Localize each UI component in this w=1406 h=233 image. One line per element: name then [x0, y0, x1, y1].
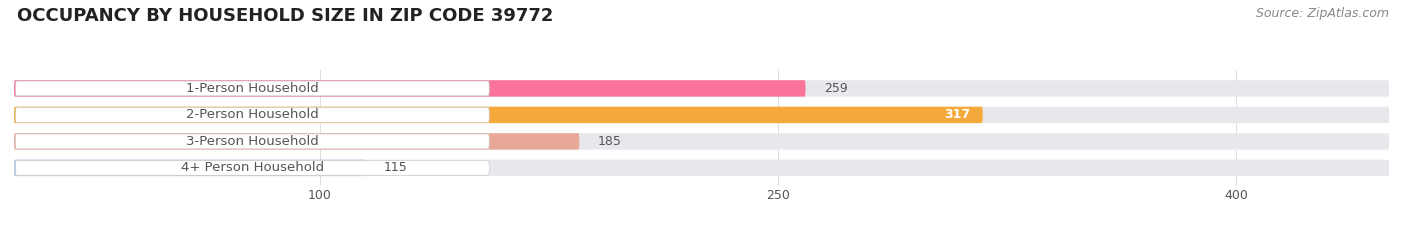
FancyBboxPatch shape [14, 160, 366, 176]
Text: 259: 259 [824, 82, 848, 95]
Text: 317: 317 [945, 108, 970, 121]
FancyBboxPatch shape [15, 107, 489, 122]
Text: 1-Person Household: 1-Person Household [186, 82, 319, 95]
FancyBboxPatch shape [15, 81, 489, 96]
FancyBboxPatch shape [14, 160, 1389, 176]
Text: Source: ZipAtlas.com: Source: ZipAtlas.com [1256, 7, 1389, 20]
Text: OCCUPANCY BY HOUSEHOLD SIZE IN ZIP CODE 39772: OCCUPANCY BY HOUSEHOLD SIZE IN ZIP CODE … [17, 7, 553, 25]
Text: 185: 185 [598, 135, 621, 148]
Text: 3-Person Household: 3-Person Household [186, 135, 319, 148]
Text: 115: 115 [384, 161, 408, 174]
FancyBboxPatch shape [14, 133, 579, 150]
FancyBboxPatch shape [14, 80, 806, 97]
Text: 4+ Person Household: 4+ Person Household [181, 161, 323, 174]
FancyBboxPatch shape [14, 107, 983, 123]
FancyBboxPatch shape [14, 80, 1389, 97]
Text: 2-Person Household: 2-Person Household [186, 108, 319, 121]
FancyBboxPatch shape [15, 161, 489, 175]
FancyBboxPatch shape [15, 134, 489, 149]
FancyBboxPatch shape [14, 107, 1389, 123]
FancyBboxPatch shape [14, 133, 1389, 150]
